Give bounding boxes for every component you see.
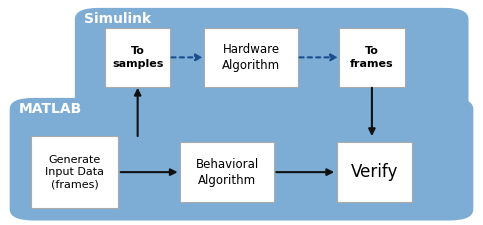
- Text: Generate
Input Data
(frames): Generate Input Data (frames): [45, 155, 104, 189]
- Text: Hardware
Algorithm: Hardware Algorithm: [222, 43, 280, 72]
- Text: To
frames: To frames: [350, 46, 394, 69]
- FancyBboxPatch shape: [31, 136, 118, 208]
- Text: Behavioral
Algorithm: Behavioral Algorithm: [196, 158, 258, 187]
- Text: To
samples: To samples: [112, 46, 163, 69]
- FancyBboxPatch shape: [180, 142, 274, 202]
- Text: Simulink: Simulink: [84, 12, 151, 26]
- FancyBboxPatch shape: [337, 142, 412, 202]
- Text: MATLAB: MATLAB: [18, 102, 82, 116]
- FancyBboxPatch shape: [105, 28, 170, 87]
- FancyBboxPatch shape: [204, 28, 298, 87]
- FancyBboxPatch shape: [75, 8, 469, 117]
- FancyBboxPatch shape: [339, 28, 405, 87]
- Text: Verify: Verify: [351, 163, 398, 181]
- FancyBboxPatch shape: [10, 98, 473, 220]
